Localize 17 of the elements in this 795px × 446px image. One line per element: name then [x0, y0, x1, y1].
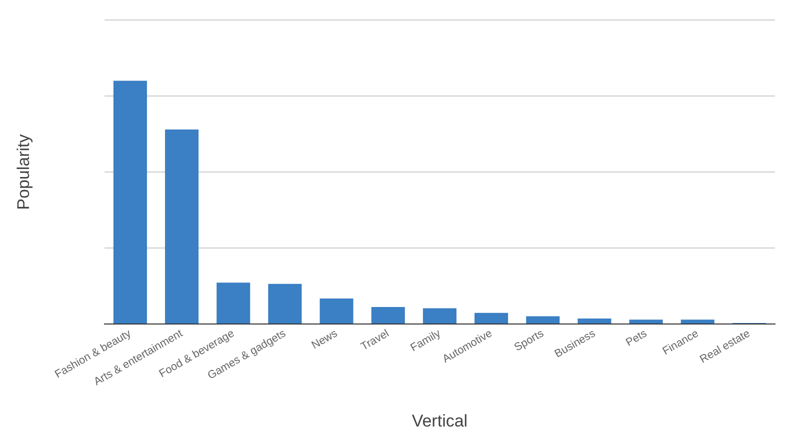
x-tick-label: News [310, 327, 340, 352]
bar [578, 318, 612, 324]
bar [526, 316, 560, 324]
y-axis-title: Popularity [14, 134, 33, 210]
bar [629, 320, 663, 324]
x-axis-title: Vertical [412, 411, 468, 430]
bar [422, 308, 456, 324]
bar [474, 312, 508, 324]
bar [680, 320, 714, 324]
bar [113, 80, 147, 324]
bar [268, 284, 302, 324]
x-tick-label: Real estate [698, 328, 752, 366]
bar [165, 129, 199, 324]
bar [371, 307, 405, 324]
bar [320, 298, 354, 324]
bar [216, 282, 250, 324]
x-tick-label: Pets [624, 327, 650, 349]
